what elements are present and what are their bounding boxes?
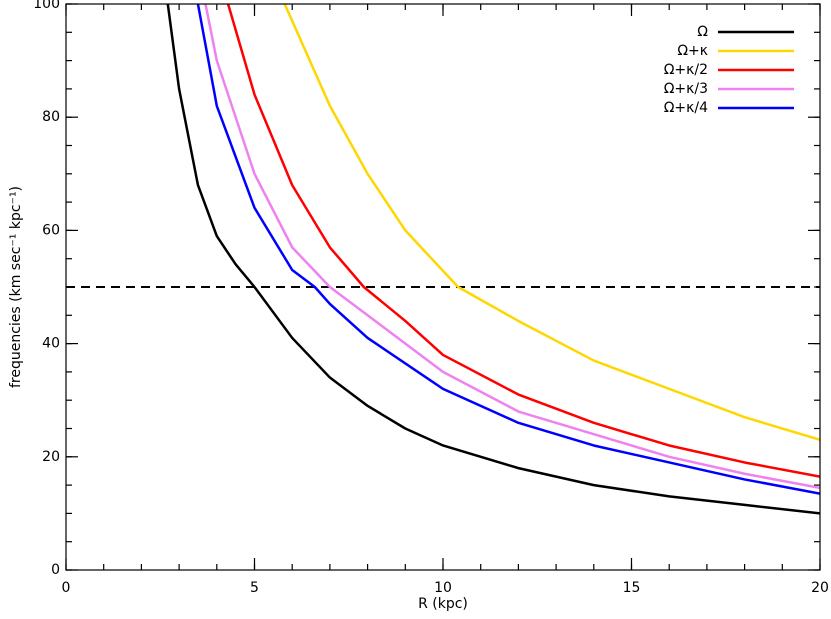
- x-axis-label: R (kpc): [418, 596, 468, 612]
- y-tick-label: 40: [42, 336, 60, 352]
- y-tick-label: 0: [51, 562, 60, 578]
- legend-label: Ω+κ/2: [664, 62, 708, 78]
- legend-label: Ω: [697, 24, 708, 40]
- plot-area: [166, 4, 820, 515]
- legend-label: Ω+κ/3: [664, 81, 708, 97]
- legend-label: Ω+κ/4: [664, 100, 708, 116]
- y-tick-label: 80: [42, 109, 60, 125]
- x-tick-label: 5: [250, 580, 259, 596]
- line: [166, 4, 820, 515]
- y-tick-label: 60: [42, 222, 60, 238]
- line: [196, 4, 820, 495]
- x-tick-label: 0: [62, 580, 71, 596]
- x-tick-label: 15: [623, 580, 641, 596]
- legend-label: Ω+κ: [677, 43, 708, 59]
- line: [283, 4, 820, 442]
- y-tick-label: 100: [33, 0, 60, 12]
- y-axis-label: frequencies (km sec⁻¹ kpc⁻¹): [8, 186, 24, 388]
- y-tick-label: 20: [42, 449, 60, 465]
- line: [204, 4, 820, 490]
- frame: [65, 3, 821, 571]
- x-tick-label: 20: [811, 580, 829, 596]
- x-tick-label: 10: [434, 580, 452, 596]
- line: [226, 4, 820, 478]
